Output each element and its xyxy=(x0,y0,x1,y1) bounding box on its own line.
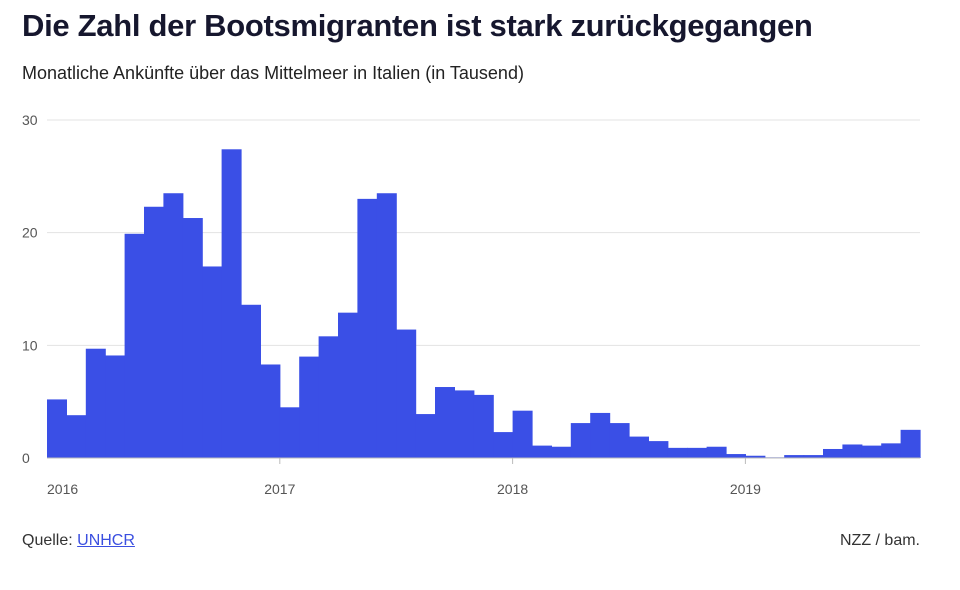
bar xyxy=(357,198,378,458)
y-tick-label: 30 xyxy=(22,112,38,128)
bar xyxy=(376,193,397,458)
y-tick-label: 20 xyxy=(22,225,38,241)
bar xyxy=(318,336,339,458)
bar xyxy=(396,329,417,458)
bar xyxy=(454,390,475,458)
bar xyxy=(687,447,708,458)
source-label: Quelle: xyxy=(22,532,78,549)
bar xyxy=(493,432,514,458)
bar xyxy=(861,445,882,458)
source-note: Quelle: UNHCR xyxy=(22,532,135,550)
bar xyxy=(706,446,727,458)
bar xyxy=(745,455,766,458)
y-tick-label: 10 xyxy=(22,337,38,353)
bar xyxy=(648,441,669,458)
chart-title: Die Zahl der Bootsmigranten ist stark zu… xyxy=(22,8,813,43)
bar xyxy=(512,410,533,458)
x-tick-label: 2019 xyxy=(730,481,761,497)
credit: NZZ / bam. xyxy=(839,532,920,549)
bar xyxy=(435,387,455,458)
source-link[interactable]: UNHCR xyxy=(77,532,135,549)
bar xyxy=(221,149,242,458)
bar xyxy=(726,454,746,458)
bar xyxy=(163,193,184,458)
x-tick-label: 2018 xyxy=(497,481,528,497)
bar xyxy=(144,206,164,458)
bar xyxy=(551,446,572,458)
bar xyxy=(260,364,281,458)
bar xyxy=(570,423,591,458)
bar xyxy=(338,312,358,458)
x-tick-label: 2017 xyxy=(264,481,295,497)
bar xyxy=(532,445,552,458)
bar xyxy=(47,399,67,458)
bar xyxy=(803,455,824,458)
bar xyxy=(629,436,649,458)
bar xyxy=(241,304,261,458)
bar xyxy=(182,218,203,458)
bar xyxy=(900,429,921,458)
bar xyxy=(415,414,436,458)
x-tick-label: 2016 xyxy=(47,481,78,497)
bar xyxy=(202,266,223,458)
bar xyxy=(66,415,87,458)
bar xyxy=(590,412,611,458)
bar xyxy=(842,444,863,458)
bar xyxy=(823,448,843,458)
bar xyxy=(279,407,300,458)
y-tick-label: 0 xyxy=(22,450,30,466)
bar xyxy=(784,455,805,458)
bar xyxy=(124,233,145,458)
bar xyxy=(473,394,494,458)
chart-subtitle: Monatliche Ankünfte über das Mittelmeer … xyxy=(22,63,524,83)
bar xyxy=(85,348,106,458)
bar xyxy=(105,355,126,458)
bar xyxy=(881,443,902,458)
bar xyxy=(667,447,688,458)
bar xyxy=(609,423,630,458)
bar xyxy=(299,356,320,458)
